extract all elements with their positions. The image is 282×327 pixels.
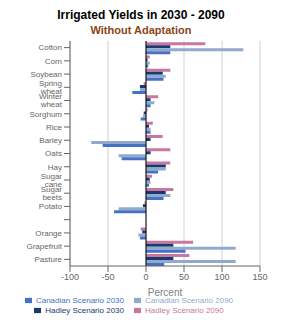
- svg-text:Pasture: Pasture: [34, 255, 62, 264]
- svg-text:Rice: Rice: [46, 123, 63, 132]
- svg-text:Sugarbeets: Sugarbeets: [41, 185, 63, 202]
- svg-text:Barley: Barley: [39, 136, 62, 145]
- svg-text:-100: -100: [61, 272, 79, 282]
- svg-text:Oats: Oats: [45, 149, 62, 158]
- svg-text:150: 150: [252, 272, 267, 282]
- svg-text:0: 0: [143, 272, 148, 282]
- svg-text:Sorghum: Sorghum: [30, 110, 63, 119]
- svg-text:-50: -50: [101, 272, 114, 282]
- svg-text:Winterwheat: Winterwheat: [39, 92, 63, 109]
- svg-text:Soybean: Soybean: [30, 70, 62, 79]
- svg-text:Cotton: Cotton: [38, 43, 62, 52]
- svg-text:Percent: Percent: [148, 287, 183, 298]
- svg-text:Corn: Corn: [45, 57, 62, 66]
- svg-text:Potato: Potato: [39, 202, 63, 211]
- svg-text:Grapefruit: Grapefruit: [26, 242, 62, 251]
- svg-text:50: 50: [179, 272, 189, 282]
- svg-text:100: 100: [214, 272, 229, 282]
- svg-text:Orange: Orange: [35, 229, 62, 238]
- svg-text:Hay: Hay: [48, 163, 62, 172]
